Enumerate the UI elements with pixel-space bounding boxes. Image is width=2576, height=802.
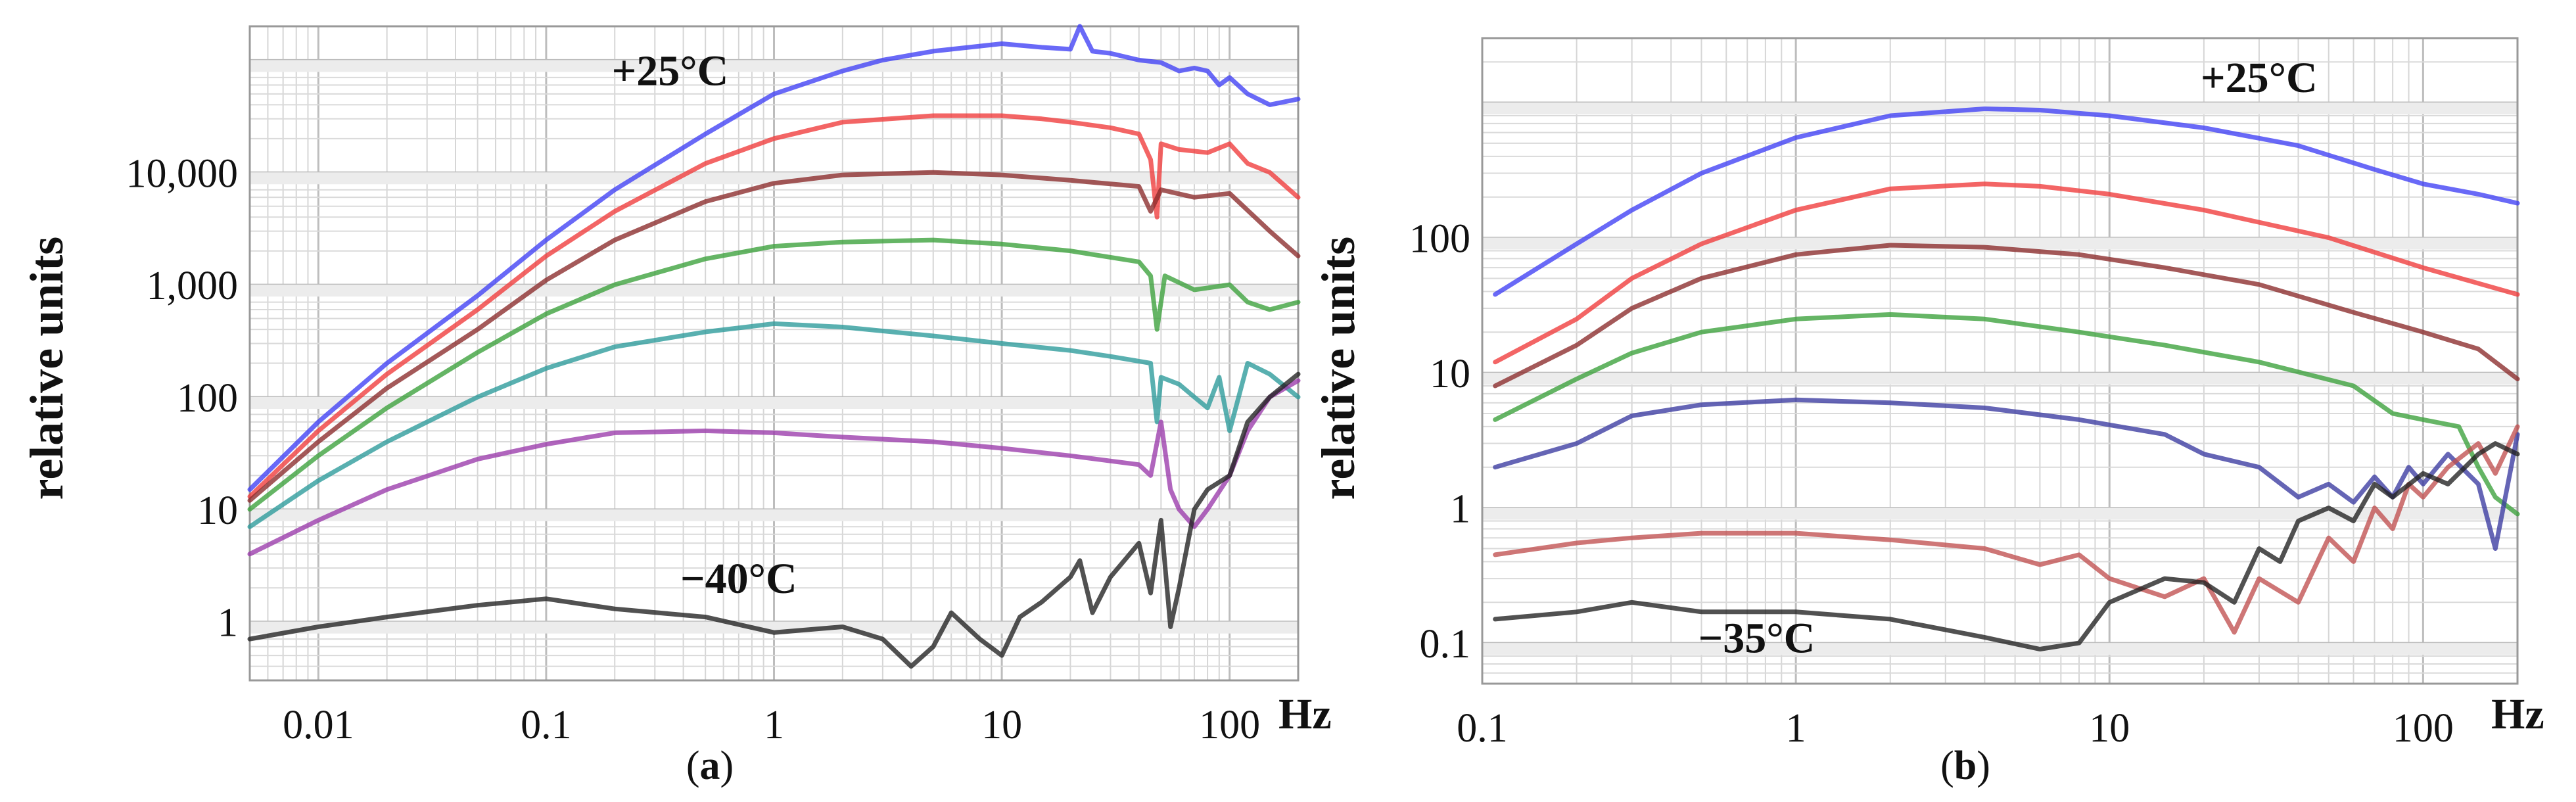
x-tick-labels: 0.1 1 10 100 [1457,706,2454,751]
y-tick-label: 10 [1430,352,1470,396]
y-tick-label: 10,000 [126,151,239,196]
annotation-2: −40°C [680,555,797,603]
y-tick-labels: 0.1 1 10 100 [1409,217,1470,667]
chart-panel-a: 0.01 0.1 1 10 100 1 10 100 1,000 10,000 relative u… [20,24,1332,788]
x-tick-label: 0.01 [283,703,354,747]
x-tick-label: 10 [981,703,1022,747]
y-tick-label: 1,000 [147,264,239,308]
series-line-6 [247,378,1301,557]
series-line-5 [247,321,1301,529]
series-line-7 [1493,441,2520,651]
y-axis-label: relative units [20,237,73,500]
y-tick-label: 100 [1409,217,1470,262]
grid-band [250,60,1298,72]
annotation-1: +25°C [612,47,729,95]
series-group [1493,106,2520,651]
x-tick-label: 0.1 [1457,706,1508,751]
series-line-2 [247,113,1301,499]
series-line-3 [1493,243,2520,389]
panel-caption: (b) [1940,743,1990,788]
y-tick-label: 1 [1450,487,1470,532]
panel-caption: (a) [686,743,734,788]
y-tick-label: 10 [197,488,238,533]
series-line-4 [247,237,1301,512]
x-tick-label: 0.1 [521,703,572,747]
x-tick-label: 1 [1786,706,1806,751]
x-tick-label: 100 [1199,703,1260,747]
series-line-4 [1493,312,2520,517]
annotation-2: −35°C [1698,615,1815,663]
series-line-1 [1493,106,2520,297]
y-tick-label: 0.1 [1420,622,1471,667]
x-axis-unit-label: Hz [2491,690,2544,738]
x-tick-labels: 0.01 0.1 1 10 100 [283,703,1260,747]
grid [1481,37,2518,684]
grid-band [1482,237,2517,250]
grid-band [250,285,1298,297]
plot-frame [1481,37,2519,685]
grid-band [1482,643,2517,655]
x-tick-label: 1 [764,703,784,747]
grid-band [250,396,1298,409]
series-line-3 [247,170,1301,503]
x-tick-label: 100 [2393,706,2454,751]
x-tick-label: 10 [2089,706,2130,751]
grid-band [1482,507,2517,520]
series-line-1 [247,24,1301,492]
plot-frame [248,25,1300,682]
grid-band [250,621,1298,634]
series-line-6 [1493,424,2520,635]
annotation-1: +25°C [2201,54,2318,102]
y-tick-label: 100 [177,376,238,421]
y-tick-labels: 1 10 100 1,000 10,000 [126,151,239,645]
y-axis-label: relative units [1312,237,1365,500]
series-group [247,24,1301,669]
y-tick-label: 1 [218,601,238,646]
series-line-7 [247,371,1301,669]
series-line-5 [1493,397,2520,551]
chart-panel-b: 0.1 1 10 100 0.1 1 10 100 relative units Hz +25°C −… [1312,37,2544,788]
grid-band [1482,373,2517,385]
x-axis-unit-label: Hz [1278,690,1332,738]
series-line-2 [1493,181,2520,365]
grid-band [250,509,1298,521]
